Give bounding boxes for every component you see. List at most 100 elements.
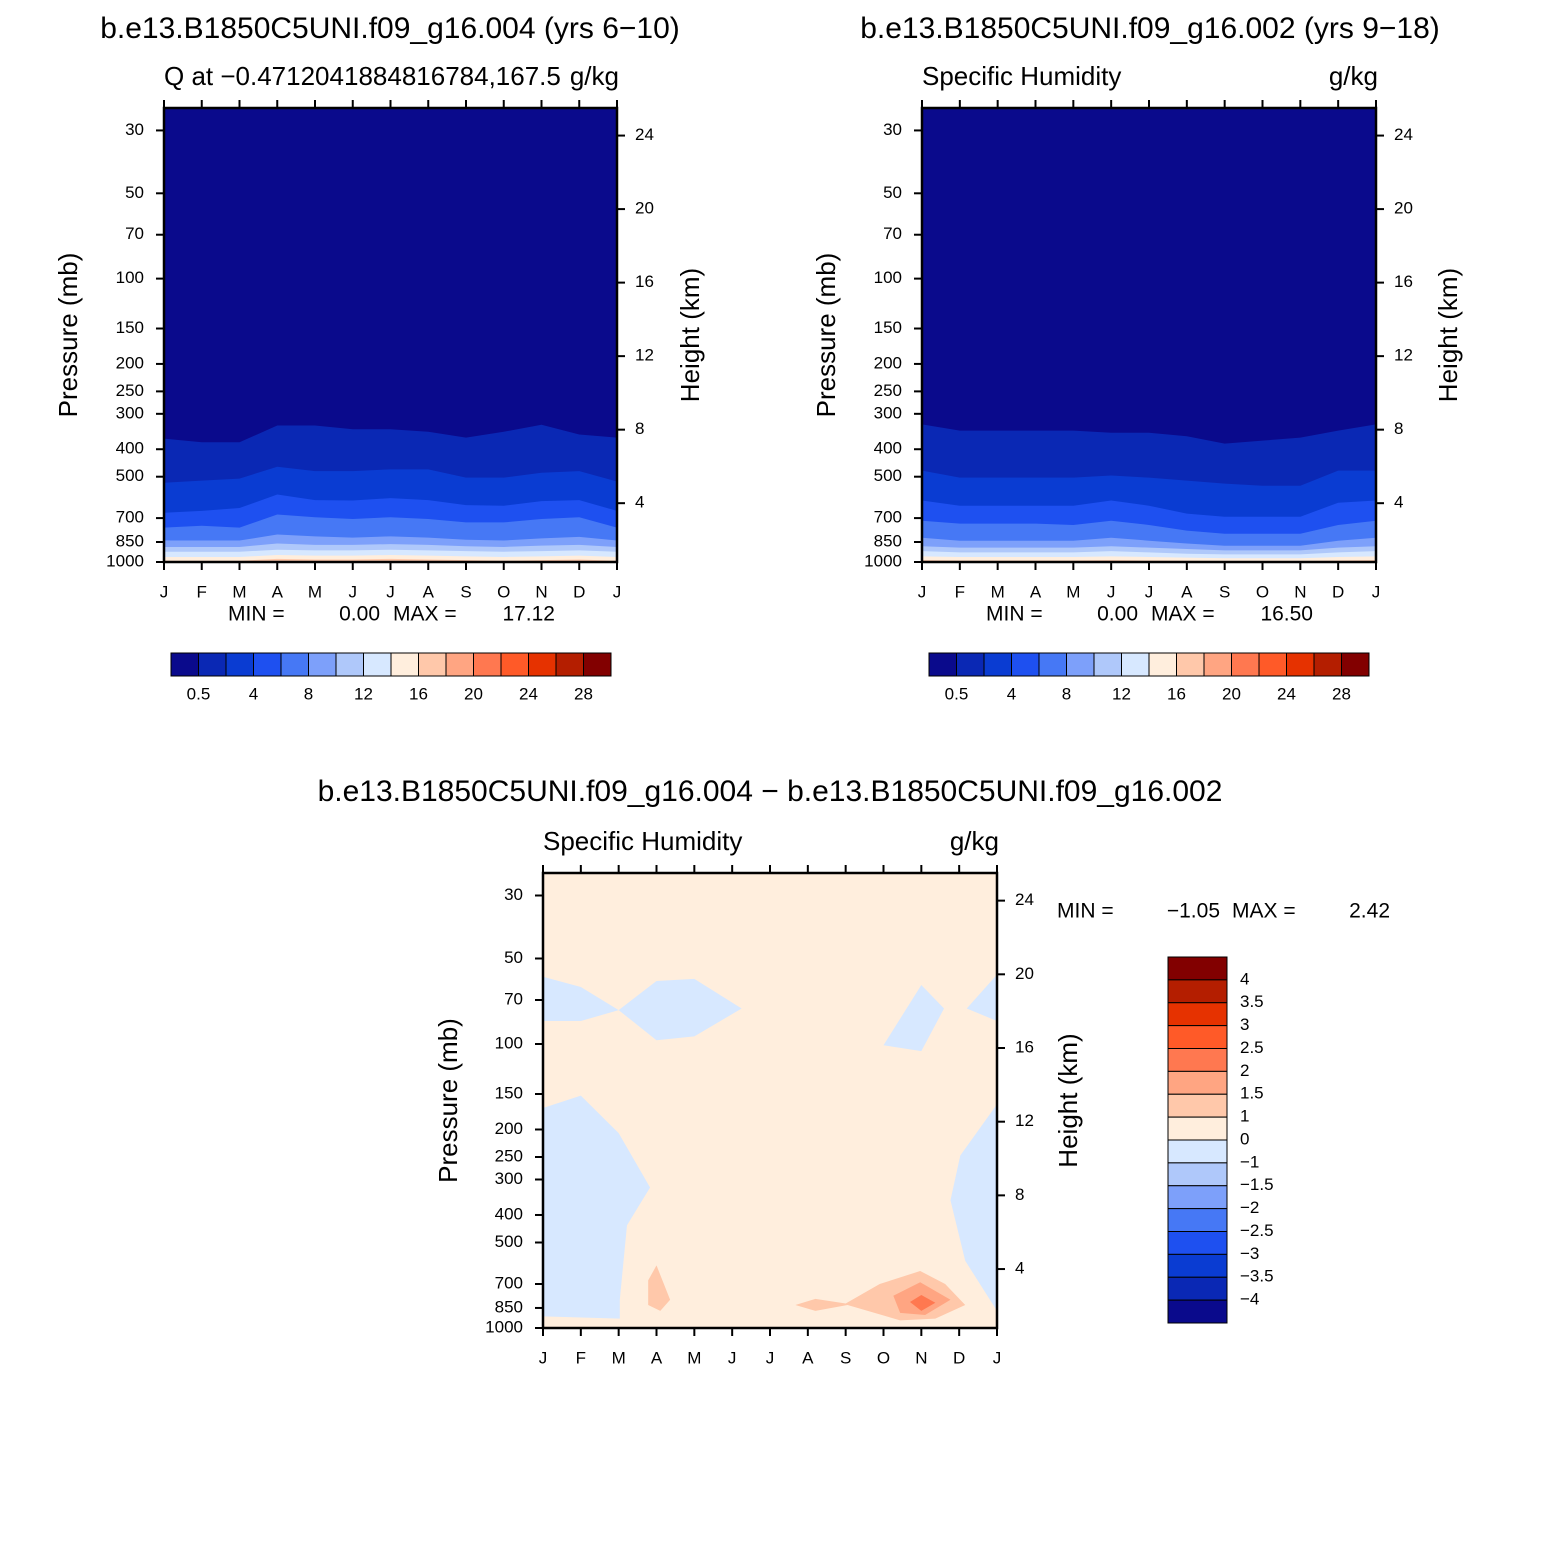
x-tick-label: J	[613, 582, 622, 601]
colorbar-box	[983, 652, 1012, 677]
colorbar-box	[1167, 956, 1228, 981]
y-tick-label: 200	[116, 353, 144, 372]
colorbar-box	[1167, 1139, 1228, 1164]
colorbar-box	[280, 652, 309, 677]
y-tick-label: 50	[125, 183, 144, 202]
colorbar-box	[1167, 1299, 1228, 1324]
colorbar-box	[1167, 1025, 1228, 1049]
colorbar-box	[1167, 1208, 1228, 1232]
contour-region	[648, 1265, 671, 1311]
colorbar-label: 0.5	[945, 684, 969, 703]
colorbar-box	[1167, 1253, 1228, 1278]
x-tick-label: F	[576, 1348, 586, 1367]
y-tick-label: 250	[874, 381, 902, 400]
colorbar-box	[253, 652, 282, 677]
colorbar-label: −4	[1240, 1290, 1259, 1309]
x-tick-label: D	[573, 582, 585, 601]
colorbar-label: 20	[464, 684, 483, 703]
y-tick-label: 400	[116, 439, 144, 458]
stat-label: MAX =	[1232, 900, 1296, 923]
colorbar-label: 1.5	[1240, 1084, 1264, 1103]
colorbar-box	[1093, 652, 1122, 677]
x-tick-label: M	[612, 1348, 626, 1367]
colorbar-box	[1121, 652, 1150, 677]
colorbar-label: 1	[1240, 1107, 1249, 1126]
stat-label: MIN =	[1057, 900, 1114, 923]
contour-region	[543, 976, 742, 1041]
panel: b.e13.B1850C5UNI.f09_g16.004 (yrs 6−10) Q…	[53, 12, 705, 704]
x-tick-label: N	[535, 582, 547, 601]
contour-region	[883, 985, 945, 1052]
y-tick-label: 400	[495, 1204, 523, 1223]
y2-tick-label: 24	[1394, 125, 1413, 144]
colorbar-label: 0.5	[187, 684, 211, 703]
colorbar-box	[1167, 1048, 1228, 1072]
colorbar-label: 16	[1167, 684, 1186, 703]
stat-value: 2.42	[1349, 900, 1390, 923]
y2-tick-label: 8	[1394, 419, 1403, 438]
y-tick-label: 250	[495, 1146, 523, 1165]
y-tick-label: 850	[874, 531, 902, 550]
y2-tick-label: 16	[1015, 1037, 1034, 1056]
colorbar-label: −2	[1240, 1198, 1259, 1217]
colorbar-box	[1038, 652, 1067, 677]
y-tick-label: 850	[116, 531, 144, 550]
colorbar-box	[1258, 652, 1287, 677]
colorbar-box	[1167, 1276, 1228, 1301]
colorbar-box	[1167, 1070, 1228, 1095]
right-string: g/kg	[570, 61, 619, 91]
stat-value: 17.12	[502, 603, 555, 626]
x-tick-label: J	[160, 582, 169, 601]
x-tick-label: O	[1256, 582, 1269, 601]
panel-title: b.e13.B1850C5UNI.f09_g16.002 (yrs 9−18)	[860, 12, 1440, 45]
y2-tick-label: 20	[1394, 199, 1413, 218]
y-tick-label: 100	[874, 268, 902, 287]
colorbar-label: −1	[1240, 1152, 1259, 1171]
y-axis-title: Pressure (mb)	[811, 253, 841, 418]
colorbar-box	[1167, 1185, 1228, 1210]
y2-tick-label: 8	[1015, 1185, 1024, 1204]
x-tick-label: J	[993, 1348, 1002, 1367]
x-tick-label: D	[1332, 582, 1344, 601]
y2-axis-title: Height (km)	[675, 268, 705, 402]
x-tick-label: M	[1066, 582, 1080, 601]
colorbar-label: 0	[1240, 1129, 1249, 1148]
x-tick-label: N	[915, 1348, 927, 1367]
colorbar-box	[363, 652, 392, 677]
y-tick-label: 850	[495, 1297, 523, 1316]
y-tick-label: 50	[504, 948, 523, 967]
colorbar-label: 8	[304, 684, 313, 703]
x-tick-label: A	[272, 582, 284, 601]
x-tick-label: M	[687, 1348, 701, 1367]
colorbar-label: 4	[1240, 969, 1249, 988]
x-tick-label: J	[766, 1348, 775, 1367]
y-tick-label: 700	[116, 508, 144, 527]
colorbar-label: 3	[1240, 1015, 1249, 1034]
y2-tick-label: 4	[1394, 493, 1403, 512]
x-tick-label: S	[1219, 582, 1230, 601]
colorbar-label: 8	[1062, 684, 1071, 703]
colorbar-label: 24	[1277, 684, 1296, 703]
colorbar-box	[500, 652, 529, 677]
y-tick-label: 30	[504, 885, 523, 904]
y-tick-label: 250	[116, 381, 144, 400]
y2-tick-label: 24	[635, 125, 654, 144]
x-tick-label: N	[1294, 582, 1306, 601]
panel: b.e13.B1850C5UNI.f09_g16.004 − b.e13.B18…	[318, 775, 1390, 1368]
y-tick-label: 70	[125, 224, 144, 243]
y-tick-label: 150	[874, 318, 902, 337]
stat-value: 16.50	[1260, 603, 1313, 626]
x-tick-label: A	[1181, 582, 1193, 601]
x-tick-label: M	[232, 582, 246, 601]
x-tick-label: M	[991, 582, 1005, 601]
colorbar-box	[1167, 1116, 1228, 1141]
colorbar-label: 4	[249, 684, 258, 703]
y-tick-label: 300	[495, 1169, 523, 1188]
x-tick-label: O	[497, 582, 510, 601]
colorbar-box	[1167, 1002, 1228, 1027]
colorbar-label: 4	[1007, 684, 1016, 703]
colorbar-box	[583, 652, 612, 677]
colorbar-box	[1313, 652, 1342, 677]
x-tick-label: A	[423, 582, 435, 601]
